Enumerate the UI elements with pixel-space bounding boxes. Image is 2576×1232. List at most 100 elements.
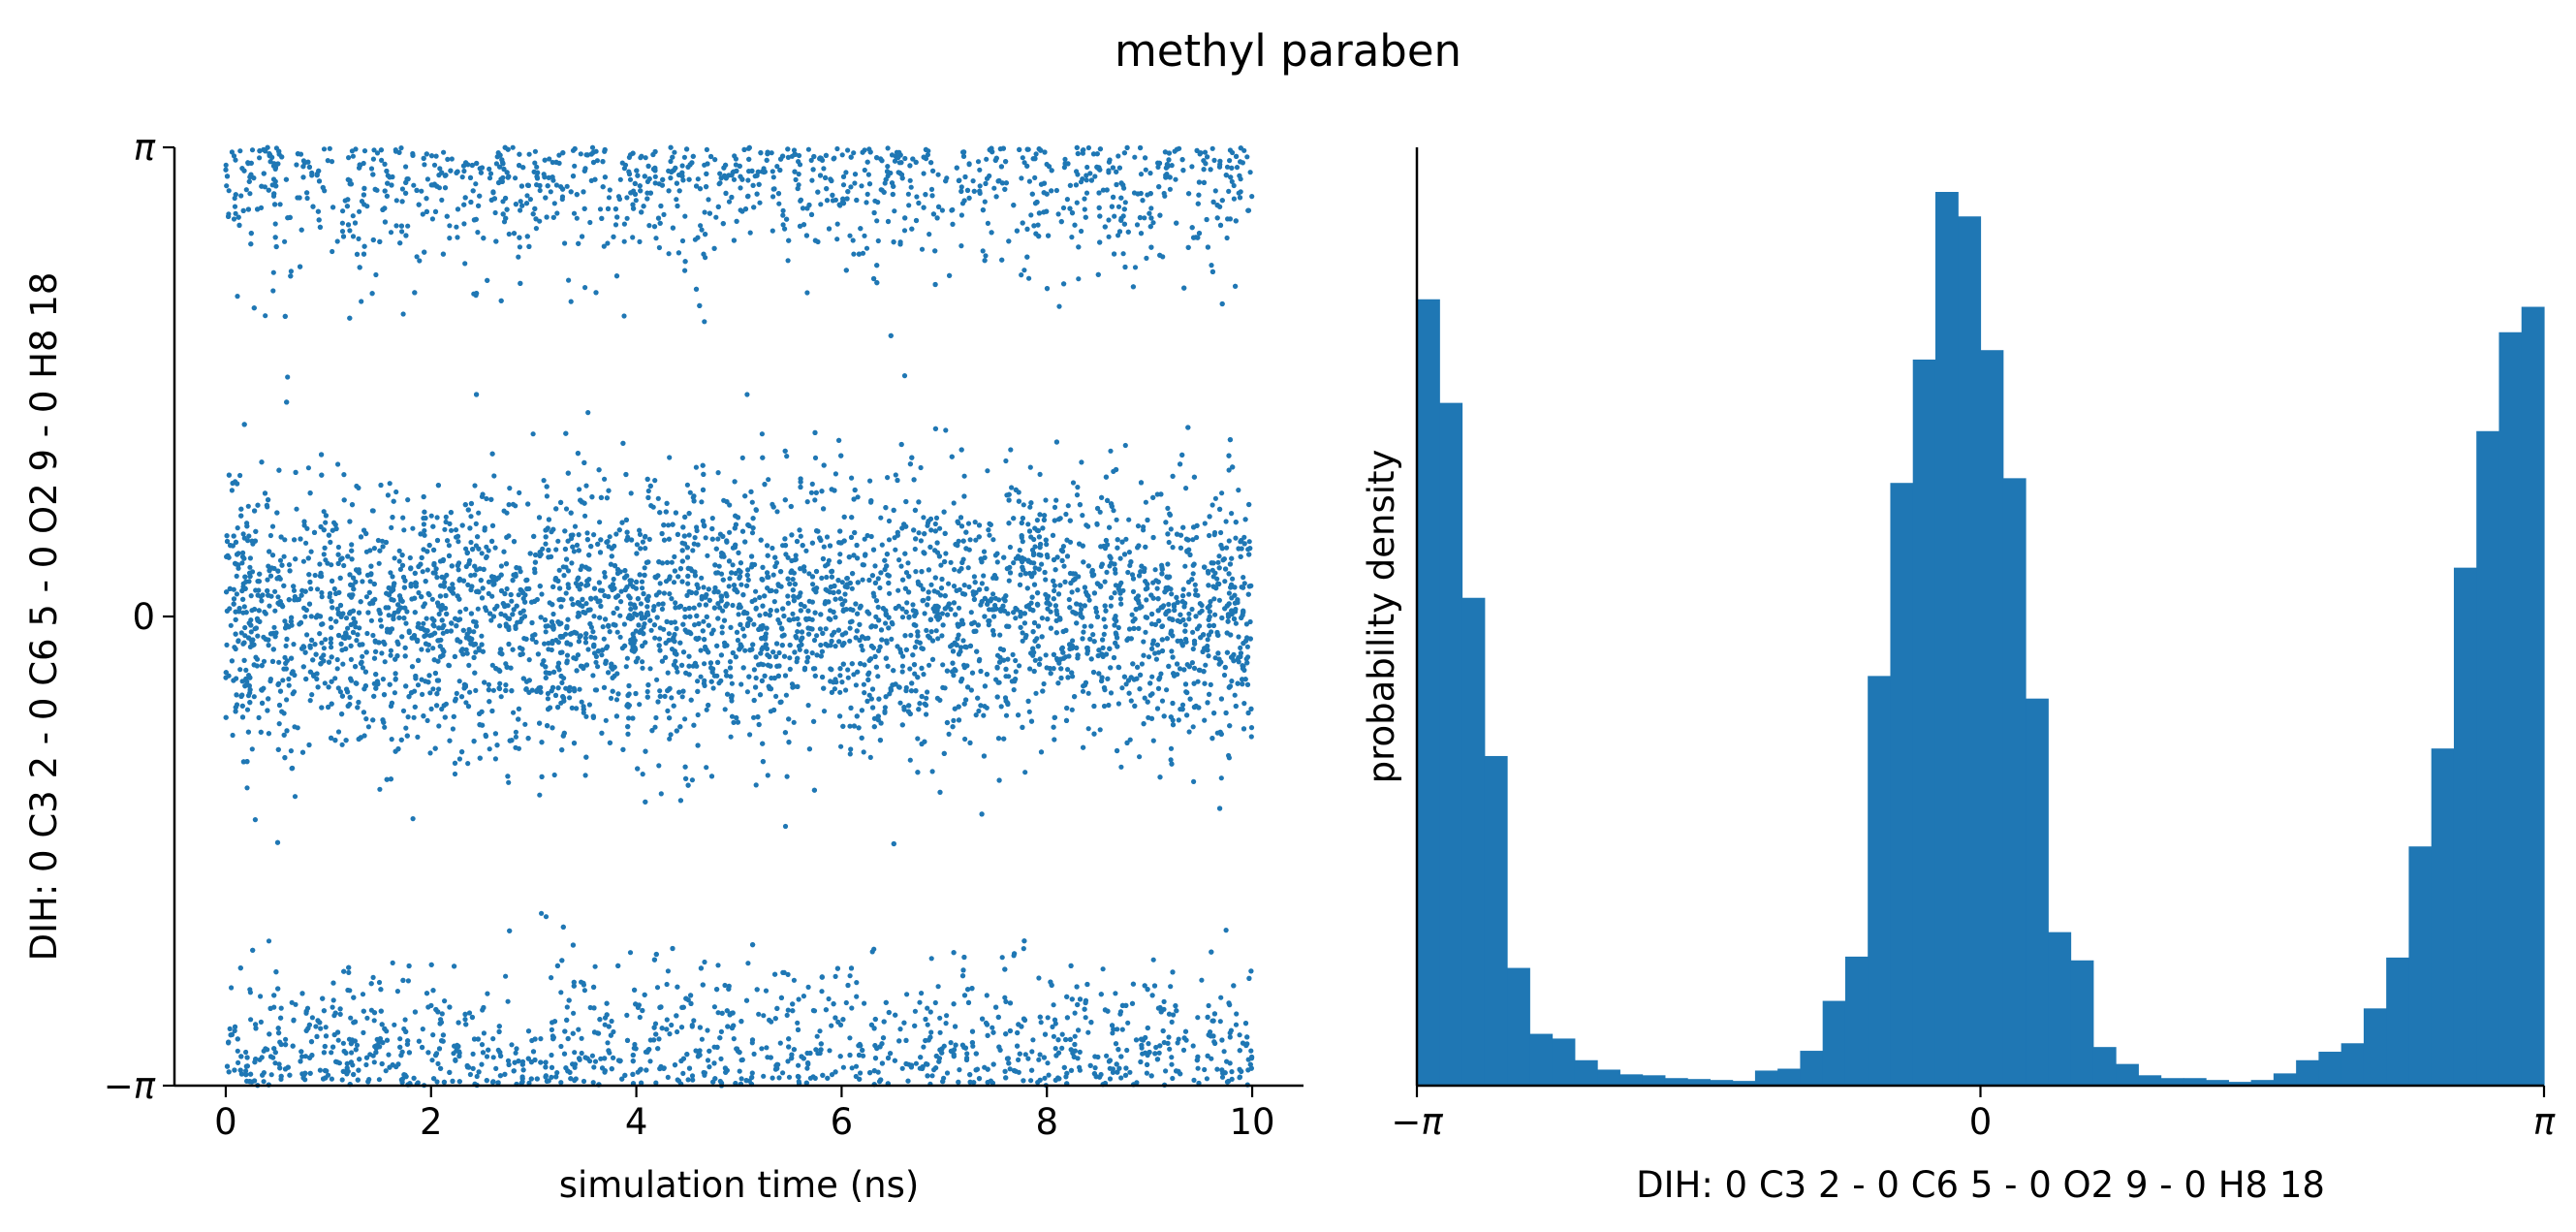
scatter-point — [937, 1015, 943, 1021]
scatter-point — [509, 1042, 515, 1048]
scatter-point — [513, 734, 519, 740]
scatter-point — [304, 632, 310, 638]
scatter-point — [939, 611, 946, 616]
scatter-point — [741, 633, 747, 639]
scatter-point — [405, 223, 411, 229]
scatter-point — [360, 579, 365, 584]
scatter-point — [808, 490, 815, 495]
scatter-point — [571, 210, 578, 216]
scatter-point — [742, 648, 748, 653]
scatter-point — [727, 576, 733, 582]
scatter-point — [1218, 995, 1224, 1000]
scatter-point — [921, 1044, 927, 1050]
scatter-point — [243, 667, 249, 674]
scatter-point — [286, 562, 293, 568]
scatter-point — [1107, 1076, 1114, 1082]
scatter-point — [1032, 657, 1038, 663]
scatter-point — [780, 212, 786, 218]
scatter-point — [774, 509, 780, 515]
scatter-point — [849, 1005, 855, 1011]
scatter-point — [621, 313, 627, 319]
scatter-point — [487, 171, 494, 176]
scatter-point — [349, 1050, 355, 1056]
scatter-point — [699, 227, 705, 233]
scatter-point — [814, 1033, 820, 1039]
scatter-point — [517, 244, 523, 250]
scatter-point — [1202, 521, 1208, 526]
scatter-point — [453, 527, 459, 533]
scatter-point — [335, 461, 341, 467]
scatter-point — [1117, 596, 1123, 602]
scatter-point — [403, 725, 409, 731]
scatter-point — [837, 689, 843, 695]
scatter-point — [1126, 517, 1132, 522]
scatter-point — [586, 702, 593, 708]
scatter-point — [593, 687, 600, 693]
scatter-point — [893, 547, 898, 553]
scatter-point — [263, 313, 268, 319]
scatter-point — [1190, 629, 1196, 635]
scatter-point — [379, 650, 385, 656]
scatter-point — [340, 661, 346, 667]
scatter-point — [749, 598, 755, 605]
scatter-point — [823, 586, 829, 592]
scatter-point — [1221, 672, 1228, 679]
scatter-point — [1190, 571, 1196, 577]
scatter-point — [360, 665, 365, 671]
scatter-point — [875, 200, 881, 205]
scatter-point — [717, 171, 723, 176]
scatter-point — [1209, 567, 1215, 573]
scatter-point — [1214, 1066, 1220, 1072]
scatter-point — [886, 537, 893, 543]
scatter-point — [861, 749, 866, 755]
scatter-point — [1108, 690, 1115, 696]
scatter-point — [1144, 1070, 1149, 1076]
scatter-point — [595, 664, 601, 670]
scatter-point — [757, 594, 763, 601]
scatter-point — [738, 681, 744, 687]
scatter-point — [602, 476, 608, 482]
scatter-point — [1168, 984, 1174, 990]
scatter-point — [699, 1036, 706, 1042]
scatter-point — [906, 203, 912, 208]
scatter-point — [1189, 606, 1195, 613]
scatter-point — [347, 228, 353, 234]
scatter-point — [419, 188, 424, 194]
scatter-point — [770, 194, 776, 200]
scatter-point — [780, 207, 786, 213]
scatter-point — [1117, 555, 1123, 561]
scatter-point — [652, 635, 658, 641]
scatter-point — [776, 201, 782, 206]
scatter-point — [740, 626, 746, 632]
scatter-point — [939, 207, 946, 213]
scatter-point — [486, 548, 491, 553]
scatter-point — [819, 989, 825, 995]
scatter-point — [519, 647, 525, 652]
scatter-point — [1126, 550, 1132, 555]
scatter-point — [618, 599, 624, 605]
scatter-point — [757, 613, 763, 618]
scatter-point — [787, 655, 793, 661]
scatter-point — [267, 679, 273, 684]
scatter-point — [682, 606, 688, 613]
scatter-point — [692, 535, 698, 541]
scatter-point — [346, 155, 352, 161]
scatter-point — [493, 1065, 499, 1071]
scatter-point — [558, 1080, 564, 1086]
scatter-point — [419, 647, 424, 652]
scatter-point — [702, 319, 707, 325]
scatter-point — [335, 729, 342, 735]
scatter-point — [1147, 171, 1153, 176]
scatter-point — [461, 221, 467, 227]
scatter-point — [356, 236, 361, 241]
scatter-point — [1045, 1015, 1051, 1021]
scatter-point — [475, 606, 481, 612]
scatter-point — [247, 555, 253, 561]
scatter-point — [329, 1076, 334, 1082]
scatter-point — [1009, 485, 1015, 490]
scatter-point — [832, 973, 838, 980]
scatter-point — [505, 998, 511, 1004]
scatter-panel: 0 2 4 6 8 10−π0π simulation time (ns) DIH: 0 … — [23, 127, 1304, 1206]
scatter-point — [377, 786, 383, 792]
scatter-point — [559, 679, 565, 686]
